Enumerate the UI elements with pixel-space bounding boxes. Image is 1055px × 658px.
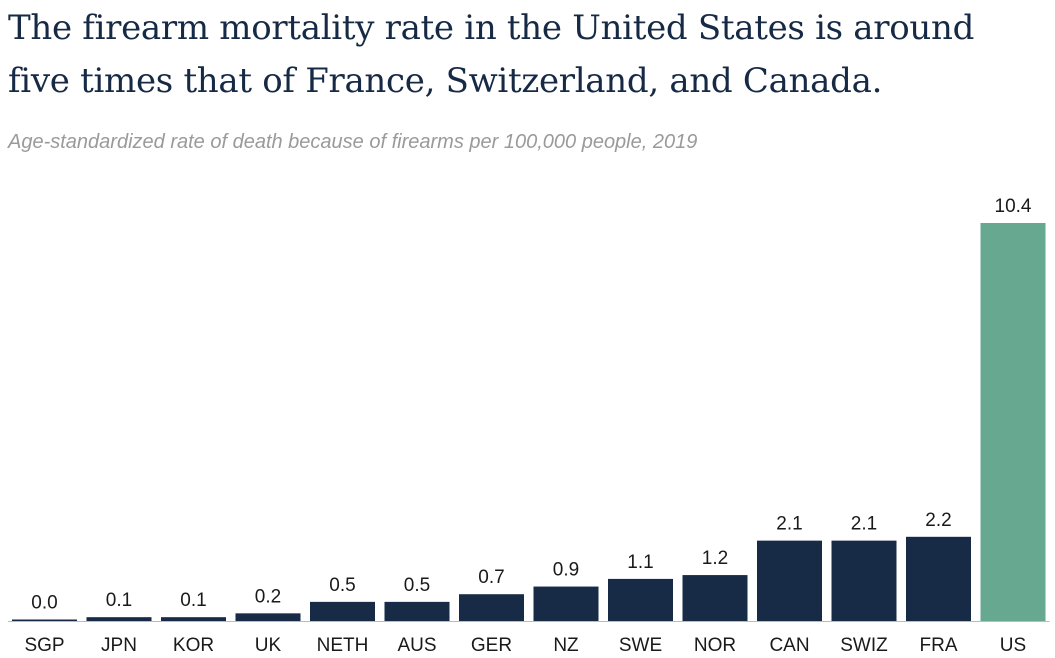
value-label-aus: 0.5 <box>404 575 430 596</box>
tick-label-kor: KOR <box>173 635 214 656</box>
value-label-fra: 2.2 <box>925 510 951 531</box>
value-label-can: 2.1 <box>776 514 802 535</box>
value-label-us: 10.4 <box>995 196 1032 217</box>
chart-subtitle: Age-standardized rate of death because o… <box>8 131 698 153</box>
value-label-jpn: 0.1 <box>106 590 132 611</box>
value-label-sgp: 0.0 <box>31 593 57 614</box>
bar-aus <box>384 601 450 621</box>
chart-title-line-2: five times that of France, Switzerland, … <box>8 61 883 101</box>
chart-title: The firearm mortality rate in the United… <box>8 2 1048 108</box>
tick-label-neth: NETH <box>317 635 369 656</box>
tick-label-nor: NOR <box>694 635 736 656</box>
bar-uk <box>235 613 301 621</box>
value-label-neth: 0.5 <box>329 575 355 596</box>
tick-label-uk: UK <box>255 635 282 656</box>
bar-nor <box>682 575 748 621</box>
tick-label-nz: NZ <box>553 635 579 656</box>
bars-group <box>12 223 1046 621</box>
tick-label-ger: GER <box>471 635 512 656</box>
value-label-nor: 1.2 <box>702 548 728 569</box>
bar-kor <box>161 617 226 621</box>
value-label-swiz: 2.1 <box>851 514 877 535</box>
bar-jpn <box>86 617 152 621</box>
value-label-nz: 0.9 <box>553 560 579 581</box>
x-tick-labels-group: SGP JPN KOR UK NETH AUS GER NZ SWE NOR CAN SWIZ FRA U… <box>24 635 1026 656</box>
tick-label-fra: FRA <box>920 635 958 656</box>
tick-label-us: US <box>1000 635 1026 656</box>
bar-fra <box>906 536 971 621</box>
bar-ger <box>459 594 524 621</box>
bar-swiz <box>831 540 897 621</box>
bar-nz <box>533 586 599 621</box>
tick-label-can: CAN <box>769 635 809 656</box>
value-label-uk: 0.2 <box>255 586 281 607</box>
tick-label-swe: SWE <box>619 635 662 656</box>
tick-label-aus: AUS <box>397 635 436 656</box>
chart-title-line-1: The firearm mortality rate in the United… <box>8 8 975 48</box>
value-label-ger: 0.7 <box>478 567 504 588</box>
tick-label-swiz: SWIZ <box>840 635 888 656</box>
bar-neth <box>310 601 375 621</box>
value-labels-group: 0.0 0.1 0.1 0.2 0.5 0.5 0.7 0.9 1.1 1.2 2.1 2.1 2.2 1… <box>31 196 1032 614</box>
value-label-kor: 0.1 <box>180 590 206 611</box>
bar-us <box>980 223 1046 621</box>
bar-swe <box>608 578 673 621</box>
tick-label-jpn: JPN <box>101 635 137 656</box>
value-label-swe: 1.1 <box>627 552 653 573</box>
bar-can <box>757 540 822 621</box>
bar-sgp <box>12 619 77 621</box>
tick-label-sgp: SGP <box>24 635 64 656</box>
